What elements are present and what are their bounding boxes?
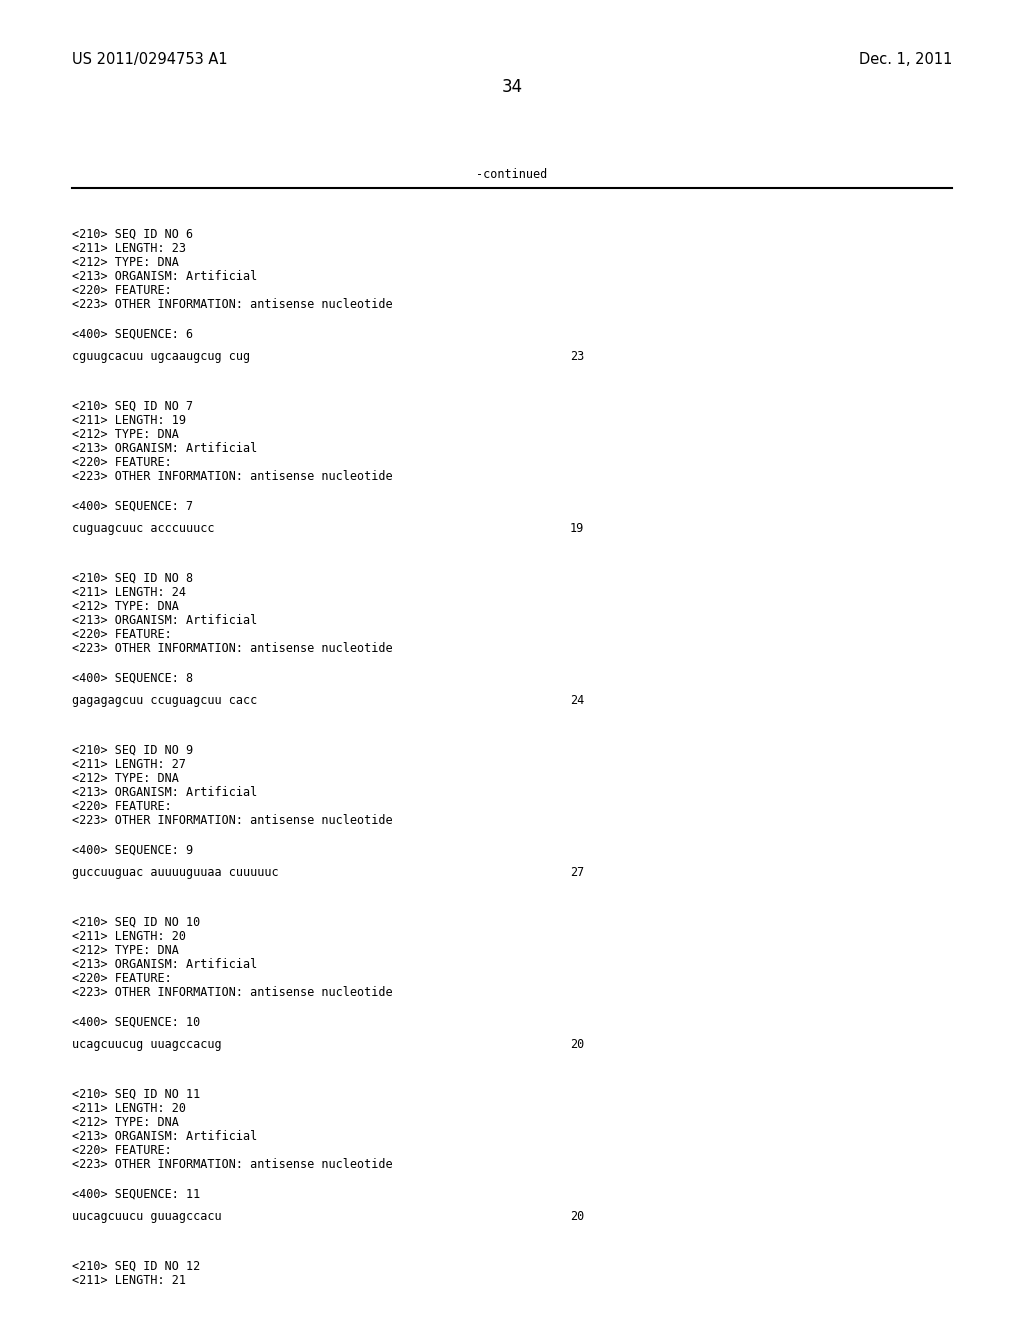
Text: <212> TYPE: DNA: <212> TYPE: DNA	[72, 1115, 179, 1129]
Text: <220> FEATURE:: <220> FEATURE:	[72, 800, 172, 813]
Text: guccuuguac auuuuguuaa cuuuuuc: guccuuguac auuuuguuaa cuuuuuc	[72, 866, 279, 879]
Text: <213> ORGANISM: Artificial: <213> ORGANISM: Artificial	[72, 271, 257, 282]
Text: <212> TYPE: DNA: <212> TYPE: DNA	[72, 601, 179, 612]
Text: <223> OTHER INFORMATION: antisense nucleotide: <223> OTHER INFORMATION: antisense nucle…	[72, 298, 392, 312]
Text: <213> ORGANISM: Artificial: <213> ORGANISM: Artificial	[72, 958, 257, 972]
Text: <210> SEQ ID NO 8: <210> SEQ ID NO 8	[72, 572, 194, 585]
Text: cguugcacuu ugcaaugcug cug: cguugcacuu ugcaaugcug cug	[72, 350, 250, 363]
Text: <212> TYPE: DNA: <212> TYPE: DNA	[72, 944, 179, 957]
Text: <211> LENGTH: 19: <211> LENGTH: 19	[72, 414, 186, 426]
Text: cuguagcuuc acccuuucc: cuguagcuuc acccuuucc	[72, 521, 214, 535]
Text: 34: 34	[502, 78, 522, 96]
Text: <210> SEQ ID NO 12: <210> SEQ ID NO 12	[72, 1261, 201, 1272]
Text: <211> LENGTH: 24: <211> LENGTH: 24	[72, 586, 186, 599]
Text: US 2011/0294753 A1: US 2011/0294753 A1	[72, 51, 227, 67]
Text: <220> FEATURE:: <220> FEATURE:	[72, 455, 172, 469]
Text: <223> OTHER INFORMATION: antisense nucleotide: <223> OTHER INFORMATION: antisense nucle…	[72, 642, 392, 655]
Text: <211> LENGTH: 21: <211> LENGTH: 21	[72, 1274, 186, 1287]
Text: <211> LENGTH: 20: <211> LENGTH: 20	[72, 931, 186, 942]
Text: <212> TYPE: DNA: <212> TYPE: DNA	[72, 428, 179, 441]
Text: <400> SEQUENCE: 10: <400> SEQUENCE: 10	[72, 1016, 201, 1030]
Text: <223> OTHER INFORMATION: antisense nucleotide: <223> OTHER INFORMATION: antisense nucle…	[72, 814, 392, 828]
Text: gagagagcuu ccuguagcuu cacc: gagagagcuu ccuguagcuu cacc	[72, 694, 257, 708]
Text: <213> ORGANISM: Artificial: <213> ORGANISM: Artificial	[72, 1130, 257, 1143]
Text: <211> LENGTH: 27: <211> LENGTH: 27	[72, 758, 186, 771]
Text: <400> SEQUENCE: 6: <400> SEQUENCE: 6	[72, 327, 194, 341]
Text: <223> OTHER INFORMATION: antisense nucleotide: <223> OTHER INFORMATION: antisense nucle…	[72, 1158, 392, 1171]
Text: uucagcuucu guuagccacu: uucagcuucu guuagccacu	[72, 1210, 221, 1224]
Text: <210> SEQ ID NO 9: <210> SEQ ID NO 9	[72, 744, 194, 756]
Text: <220> FEATURE:: <220> FEATURE:	[72, 972, 172, 985]
Text: 19: 19	[570, 521, 585, 535]
Text: 24: 24	[570, 694, 585, 708]
Text: <211> LENGTH: 20: <211> LENGTH: 20	[72, 1102, 186, 1115]
Text: <400> SEQUENCE: 9: <400> SEQUENCE: 9	[72, 843, 194, 857]
Text: Dec. 1, 2011: Dec. 1, 2011	[859, 51, 952, 67]
Text: <210> SEQ ID NO 6: <210> SEQ ID NO 6	[72, 228, 194, 242]
Text: 23: 23	[570, 350, 585, 363]
Text: <400> SEQUENCE: 8: <400> SEQUENCE: 8	[72, 672, 194, 685]
Text: 20: 20	[570, 1210, 585, 1224]
Text: -continued: -continued	[476, 168, 548, 181]
Text: <213> ORGANISM: Artificial: <213> ORGANISM: Artificial	[72, 442, 257, 455]
Text: <210> SEQ ID NO 7: <210> SEQ ID NO 7	[72, 400, 194, 413]
Text: <212> TYPE: DNA: <212> TYPE: DNA	[72, 772, 179, 785]
Text: <210> SEQ ID NO 10: <210> SEQ ID NO 10	[72, 916, 201, 929]
Text: <400> SEQUENCE: 7: <400> SEQUENCE: 7	[72, 500, 194, 513]
Text: ucagcuucug uuagccacug: ucagcuucug uuagccacug	[72, 1038, 221, 1051]
Text: <223> OTHER INFORMATION: antisense nucleotide: <223> OTHER INFORMATION: antisense nucle…	[72, 986, 392, 999]
Text: <220> FEATURE:: <220> FEATURE:	[72, 628, 172, 642]
Text: <220> FEATURE:: <220> FEATURE:	[72, 284, 172, 297]
Text: <213> ORGANISM: Artificial: <213> ORGANISM: Artificial	[72, 614, 257, 627]
Text: <212> TYPE: DNA: <212> TYPE: DNA	[72, 256, 179, 269]
Text: 27: 27	[570, 866, 585, 879]
Text: <213> ORGANISM: Artificial: <213> ORGANISM: Artificial	[72, 785, 257, 799]
Text: <210> SEQ ID NO 11: <210> SEQ ID NO 11	[72, 1088, 201, 1101]
Text: <211> LENGTH: 23: <211> LENGTH: 23	[72, 242, 186, 255]
Text: <220> FEATURE:: <220> FEATURE:	[72, 1144, 172, 1158]
Text: <400> SEQUENCE: 11: <400> SEQUENCE: 11	[72, 1188, 201, 1201]
Text: 20: 20	[570, 1038, 585, 1051]
Text: <223> OTHER INFORMATION: antisense nucleotide: <223> OTHER INFORMATION: antisense nucle…	[72, 470, 392, 483]
